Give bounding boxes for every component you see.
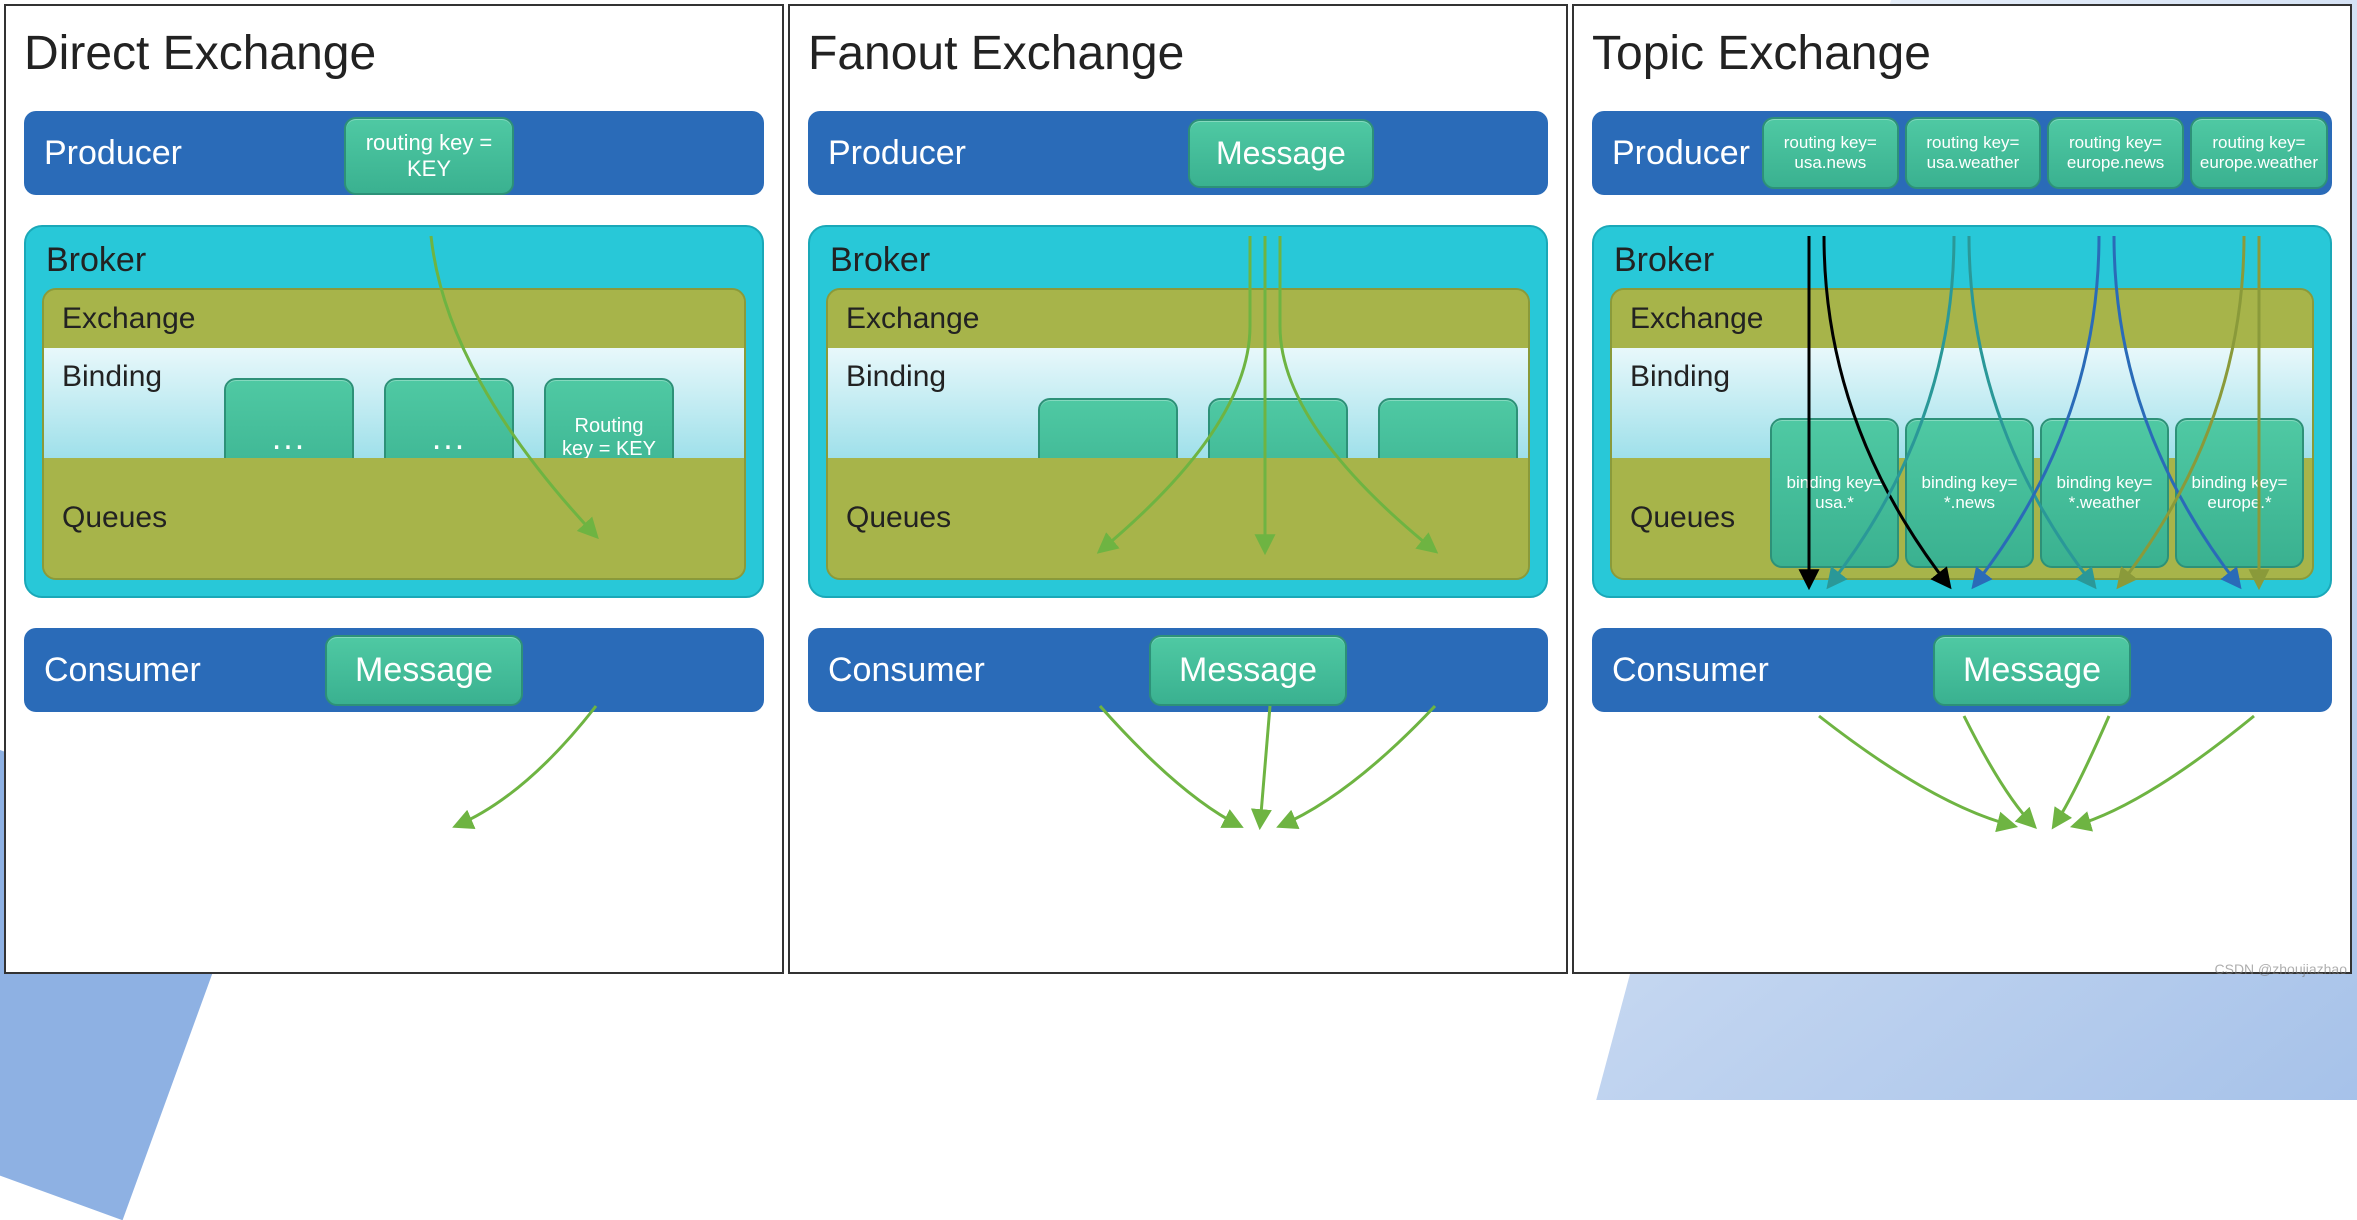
binding-key-chip-1: binding key= usa.*: [1770, 418, 1899, 568]
broker-inner: Exchange Binding ... ... ... Queues: [826, 288, 1530, 580]
binding-label: Binding: [846, 360, 946, 393]
routing-key-chip-3: routing key= europe.news: [2047, 117, 2184, 189]
broker-box: Broker Exchange Binding Queues binding k…: [1592, 225, 2332, 598]
message-chip: Message: [1149, 635, 1347, 706]
broker-box: Broker Exchange Binding ... ... Routing …: [24, 225, 764, 598]
consumer-bar: Consumer Message: [24, 628, 764, 712]
routing-key-chip-4: routing key= europe.weather: [2190, 117, 2328, 189]
panel-topic-exchange: Topic Exchange Producer routing key= usa…: [1572, 4, 2352, 974]
exchange-row: Exchange: [1612, 290, 2312, 348]
producer-label: Producer: [828, 134, 966, 173]
consumer-label: Consumer: [1612, 651, 1769, 690]
message-chip: Message: [325, 635, 523, 706]
binding-label: Binding: [62, 360, 162, 393]
diagram-container: Direct Exchange Producer routing key = K…: [0, 0, 2357, 978]
producer-bar: Producer routing key= usa.news routing k…: [1592, 111, 2332, 195]
consumer-bar: Consumer Message: [1592, 628, 2332, 712]
message-chip: Message: [1188, 119, 1374, 188]
exchange-row: Exchange: [828, 290, 1528, 348]
broker-inner: Exchange Binding Queues binding key= usa…: [1610, 288, 2314, 580]
queues-label: Queues: [1630, 501, 1770, 535]
broker-box: Broker Exchange Binding ... ... ... Queu…: [808, 225, 1548, 598]
routing-key-chip: routing key = KEY: [344, 117, 514, 195]
panel-direct-exchange: Direct Exchange Producer routing key = K…: [4, 4, 784, 974]
routing-key-chip-1: routing key= usa.news: [1762, 117, 1899, 189]
queues-row: Queues: [44, 458, 744, 578]
panel-title: Direct Exchange: [24, 26, 764, 81]
consumer-label: Consumer: [44, 651, 201, 690]
binding-label: Binding: [1630, 360, 1730, 393]
producer-bar: Producer routing key = KEY: [24, 111, 764, 195]
watermark: CSDN @zhoujiazhao: [2215, 961, 2348, 977]
broker-inner: Exchange Binding ... ... Routing key = K…: [42, 288, 746, 580]
queues-label: Queues: [846, 501, 986, 535]
consumer-bar: Consumer Message: [808, 628, 1548, 712]
producer-label: Producer: [44, 134, 182, 173]
exchange-row: Exchange: [44, 290, 744, 348]
producer-label: Producer: [1612, 134, 1750, 173]
panel-title: Fanout Exchange: [808, 26, 1548, 81]
binding-row: Binding ... ... ...: [828, 348, 1528, 458]
binding-row: Binding ... ... Routing key = KEY: [44, 348, 744, 458]
binding-key-chip-4: binding key= europe.*: [2175, 418, 2304, 568]
message-chip: Message: [1933, 635, 2131, 706]
routing-key-chip-2: routing key= usa.weather: [1905, 117, 2042, 189]
binding-key-chip-3: binding key= *.weather: [2040, 418, 2169, 568]
queues-label: Queues: [62, 501, 202, 535]
broker-label: Broker: [1610, 241, 2314, 280]
panel-fanout-exchange: Fanout Exchange Producer Message Broker …: [788, 4, 1568, 974]
queues-row: Queues: [828, 458, 1528, 578]
broker-label: Broker: [826, 241, 1530, 280]
consumer-label: Consumer: [828, 651, 985, 690]
producer-bar: Producer Message: [808, 111, 1548, 195]
panel-title: Topic Exchange: [1592, 26, 2332, 81]
binding-key-chip-2: binding key= *.news: [1905, 418, 2034, 568]
queues-row: Queues binding key= usa.* binding key= *…: [1612, 458, 2312, 578]
broker-label: Broker: [42, 241, 746, 280]
